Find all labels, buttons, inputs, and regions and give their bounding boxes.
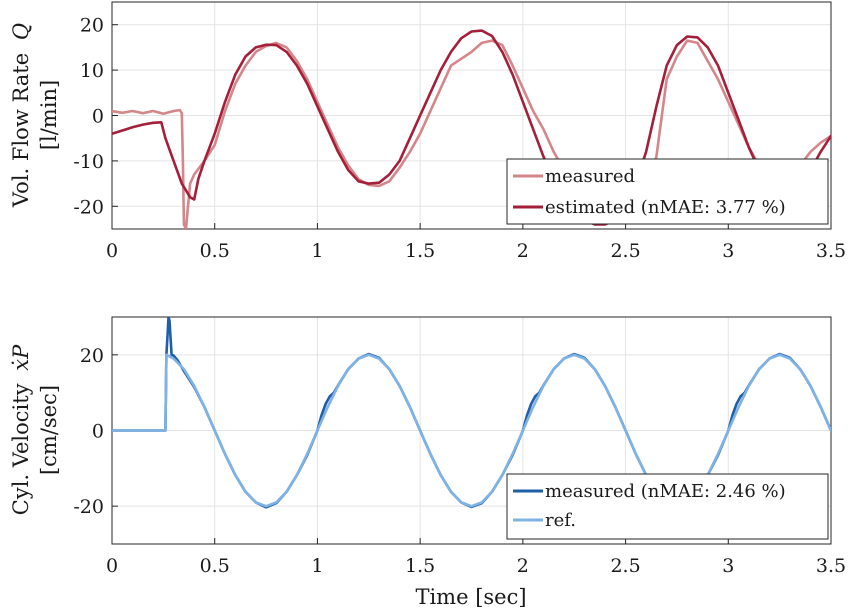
flow-rate-xtick-label: 1.5 bbox=[405, 240, 435, 262]
velocity-xtick-label: 0 bbox=[106, 555, 118, 577]
legend-label-reference: ref. bbox=[545, 510, 576, 531]
flow-rate-plot: 0 0.5 1 1.5 2 2.5 3 3.5 20 10 0 -10 -20 Vol. Flow Ra… bbox=[9, 1, 846, 262]
velocity-ylabel-symbol: ẋP bbox=[9, 344, 33, 371]
velocity-xtick-label: 2.5 bbox=[610, 555, 640, 577]
flow-rate-legend: measured estimated (nMAE: 3.77 %) bbox=[506, 158, 829, 225]
flow-rate-xtick-label: 3 bbox=[722, 240, 734, 262]
flow-rate-ylabel-symbol: Q bbox=[9, 23, 33, 40]
flow-rate-series bbox=[112, 29, 831, 229]
flow-rate-xtick-label: 1 bbox=[311, 240, 323, 262]
flow-rate-ytick-label: 20 bbox=[80, 15, 104, 37]
velocity-legend: measured (nMAE: 2.46 %) ref. bbox=[506, 473, 829, 540]
velocity-ytick-label: 20 bbox=[80, 345, 104, 367]
flow-rate-xtick-label: 2.5 bbox=[610, 240, 640, 262]
flow-rate-series-line-1 bbox=[112, 29, 831, 226]
velocity-xlabel: Time [sec] bbox=[415, 585, 526, 609]
velocity-xtick-label: 3.5 bbox=[816, 555, 846, 577]
legend-label-measured-velocity: measured (nMAE: 2.46 %) bbox=[545, 481, 786, 502]
legend-label-estimated: estimated (nMAE: 3.77 %) bbox=[545, 197, 786, 218]
flow-rate-ylabel-text: Vol. Flow Rate bbox=[9, 53, 33, 208]
velocity-series-line-1 bbox=[112, 353, 831, 508]
velocity-ytick-label: 0 bbox=[92, 421, 104, 443]
velocity-xtick-label: 1 bbox=[311, 555, 323, 577]
flow-rate-ytick-label: 10 bbox=[80, 60, 104, 82]
velocity-xtick-label: 1.5 bbox=[405, 555, 435, 577]
velocity-ylabel-text: Cyl. Velocity bbox=[9, 383, 33, 515]
velocity-xtick-label: 0.5 bbox=[200, 555, 230, 577]
flow-rate-ylabel: Vol. Flow Rate Q [l/min] bbox=[9, 23, 61, 208]
flow-rate-ytick-label: -20 bbox=[73, 196, 104, 218]
velocity-xtick-label: 2 bbox=[517, 555, 529, 577]
svg-text:Cyl. Velocity ẋP: Cyl. Velocity ẋP bbox=[9, 344, 33, 515]
flow-rate-ticks: 0 0.5 1 1.5 2 2.5 3 3.5 20 10 0 -10 -20 bbox=[73, 15, 846, 262]
velocity-plot: 0 0.5 1 1.5 2 2.5 3 3.5 20 0 -20 Cyl. Velocity ẋP … bbox=[9, 316, 846, 609]
flow-rate-xtick-label: 0.5 bbox=[200, 240, 230, 262]
velocity-ylabel-unit: [cm/sec] bbox=[37, 385, 61, 475]
flow-rate-xtick-label: 2 bbox=[517, 240, 529, 262]
velocity-series bbox=[112, 317, 831, 509]
svg-text:Vol. Flow Rate Q: Vol. Flow Rate Q bbox=[9, 23, 33, 208]
legend-label-measured: measured bbox=[545, 166, 635, 187]
flow-rate-ytick-label: 0 bbox=[92, 106, 104, 128]
flow-rate-ylabel-unit: [l/min] bbox=[37, 80, 61, 150]
velocity-xtick-label: 3 bbox=[722, 555, 734, 577]
velocity-ticks: 0 0.5 1 1.5 2 2.5 3 3.5 20 0 -20 bbox=[73, 345, 846, 577]
flow-rate-series-line-0 bbox=[112, 39, 831, 229]
flow-rate-ytick-label: -10 bbox=[73, 151, 104, 173]
velocity-ytick-label: -20 bbox=[73, 496, 104, 518]
flow-rate-xtick-label: 0 bbox=[106, 240, 118, 262]
flow-rate-xtick-label: 3.5 bbox=[816, 240, 846, 262]
velocity-ylabel: Cyl. Velocity ẋP [cm/sec] bbox=[9, 344, 61, 515]
